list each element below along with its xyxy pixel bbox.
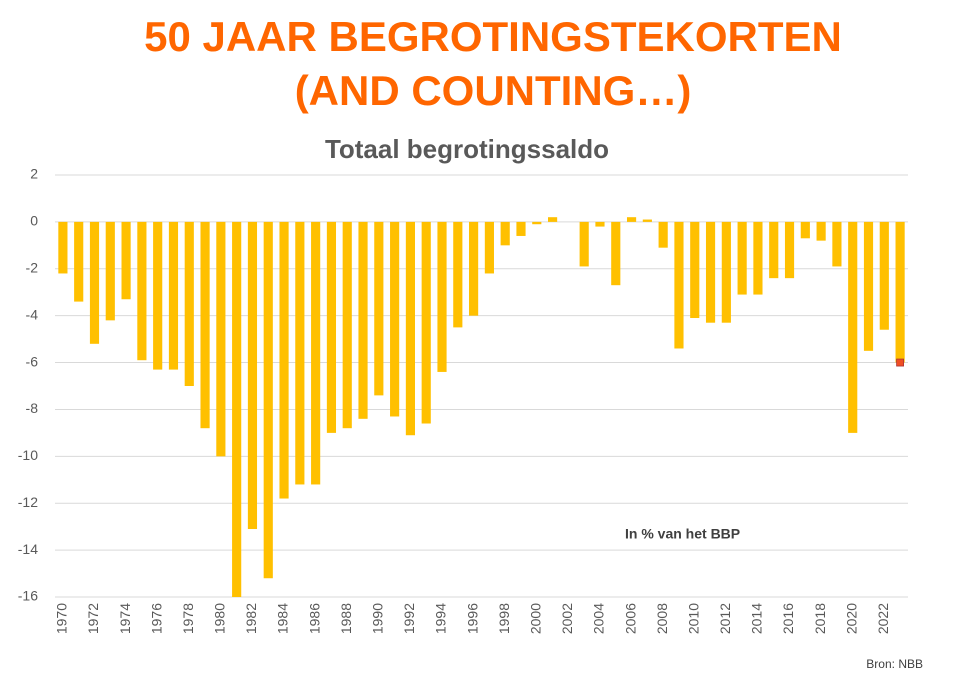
bar (390, 221, 400, 417)
x-tick-label: 1996 (464, 603, 480, 634)
bar (453, 221, 463, 328)
bar (374, 221, 384, 396)
y-tick-label: -10 (18, 447, 38, 463)
y-tick-label: -2 (26, 259, 39, 275)
x-tick-label: 2020 (843, 603, 859, 634)
x-tick-label: 2006 (622, 603, 638, 634)
y-tick-label: -6 (26, 353, 39, 369)
bar (326, 221, 337, 433)
bar (216, 221, 226, 457)
x-tick-label: 1998 (496, 603, 512, 634)
x-tick-label: 1972 (85, 603, 101, 634)
x-tick-label: 1992 (401, 603, 417, 634)
bar (89, 221, 100, 344)
y-tick-label: 2 (30, 166, 38, 182)
bar (295, 221, 305, 485)
bar (469, 221, 479, 316)
x-tick-label: 2010 (685, 603, 701, 634)
y-tick-label: 0 (30, 213, 38, 229)
bar (848, 221, 858, 433)
bar (168, 221, 179, 370)
x-tick-label: 1970 (54, 603, 70, 634)
bar (658, 221, 668, 248)
bar (311, 221, 321, 485)
bar (721, 221, 731, 323)
bar (737, 221, 747, 295)
bar (121, 221, 131, 300)
bar (690, 221, 700, 319)
bar (879, 221, 889, 330)
bar (705, 221, 716, 323)
x-tick-label: 1978 (180, 603, 196, 634)
bar-end-marker (896, 358, 905, 367)
bar (279, 221, 289, 499)
x-tick-label: 2016 (780, 603, 796, 634)
chart-subtitle: Totaal begrotingssaldo (325, 134, 609, 164)
x-tick-label: 2018 (812, 603, 828, 634)
bar (342, 221, 352, 429)
bar (200, 221, 210, 429)
bar (769, 221, 779, 279)
x-tick-label: 2012 (717, 603, 733, 634)
x-tick-label: 2008 (654, 603, 670, 634)
bar (674, 221, 684, 349)
bar (184, 221, 194, 386)
bar (626, 217, 637, 222)
bar (832, 221, 842, 267)
bar (816, 221, 826, 241)
bar (784, 221, 795, 279)
y-tick-label: -4 (26, 306, 39, 322)
bar (153, 221, 163, 370)
bar (421, 221, 431, 424)
x-tick-label: 1988 (338, 603, 354, 634)
x-tick-label: 2002 (559, 603, 575, 634)
bar (405, 221, 415, 436)
y-tick-label: -8 (26, 400, 39, 416)
bar (800, 221, 810, 239)
chart-title: 50 JAAR BEGROTINGSTEKORTEN (144, 13, 842, 60)
bar (516, 221, 526, 236)
chart-title: (AND COUNTING…) (295, 67, 692, 114)
bar (437, 221, 447, 372)
x-tick-label: 1994 (433, 603, 449, 634)
x-tick-label: 1976 (148, 603, 164, 634)
bar (105, 221, 115, 321)
y-tick-label: -12 (18, 494, 38, 510)
bar (642, 219, 652, 222)
bar (137, 221, 147, 361)
bar (863, 221, 874, 351)
y-tick-label: -14 (18, 541, 38, 557)
bar (232, 221, 242, 597)
source-note: Bron: NBB (866, 657, 923, 671)
bar (263, 221, 273, 579)
bar (74, 221, 84, 302)
y-tick-label: -16 (18, 588, 38, 604)
x-tick-label: 1982 (243, 603, 259, 634)
x-tick-label: 2004 (591, 603, 607, 634)
bar (358, 221, 368, 419)
x-tick-label: 1990 (370, 603, 386, 634)
x-tick-label: 1980 (212, 603, 228, 634)
bar (247, 221, 258, 530)
x-tick-label: 1984 (275, 603, 291, 634)
x-tick-label: 1986 (306, 603, 322, 634)
bar (895, 221, 905, 363)
bar (532, 221, 542, 225)
bar (753, 221, 763, 295)
x-tick-label: 2014 (749, 603, 765, 634)
bar (548, 217, 558, 222)
x-tick-label: 2000 (527, 603, 543, 634)
bar (611, 221, 621, 286)
x-tick-label: 1974 (117, 603, 133, 634)
bar (595, 221, 605, 227)
bar (579, 221, 589, 267)
bar (500, 221, 510, 246)
bar (58, 221, 68, 274)
x-tick-label: 2022 (875, 603, 891, 634)
annotation: In % van het BBP (625, 526, 740, 542)
bar (484, 221, 494, 274)
